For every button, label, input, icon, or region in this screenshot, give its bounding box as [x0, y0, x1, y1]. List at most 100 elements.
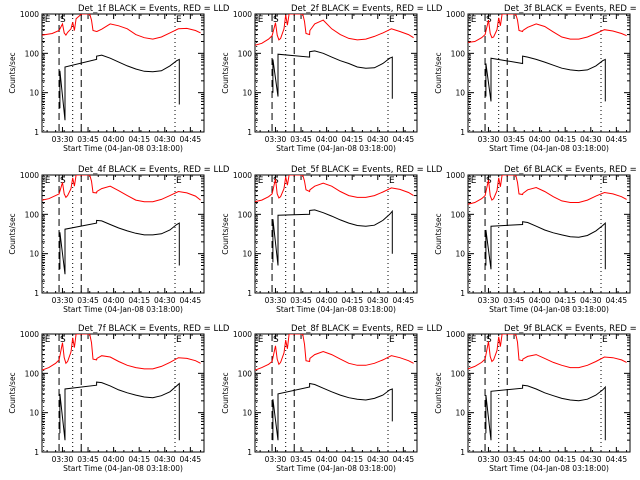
marker-flag-e: E: [389, 335, 395, 345]
events-series-line: [485, 384, 606, 441]
x-tick-label: 03:30: [52, 135, 74, 144]
plot-frame: [467, 333, 631, 453]
subplot-5: Det_5f BLACK = Events, RED = LLD 1 10 100 10…: [221, 165, 443, 314]
y-tick-label: 1: [460, 448, 465, 457]
marker-flag-s: S: [486, 335, 492, 345]
y-tick-label: 1: [460, 289, 465, 298]
x-tick-label: 04:45: [606, 135, 628, 144]
subplot-2: Det_2f BLACK = Events, RED = LLD 1 10 100 10…: [221, 4, 443, 153]
marker-flag-e: E: [258, 15, 264, 25]
y-tick-label: 10: [455, 409, 465, 418]
x-tick-label: 03:45: [77, 296, 99, 305]
subplot-title: Det_7f BLACK = Events, RED = LLD: [78, 324, 230, 334]
y-axis-label: Counts/sec: [8, 213, 17, 254]
lld-series-line: [42, 175, 201, 203]
x-tick-label: 04:00: [103, 296, 125, 305]
marker-flag-e: E: [176, 176, 182, 186]
events-series-line: [485, 221, 606, 270]
subplot-title: Det_6f BLACK = Events, RED = LLD: [504, 165, 640, 175]
y-tick-label: 1000: [446, 171, 465, 180]
subplot-1: Det_1f BLACK = Events, RED = LLD 1 10 100 10…: [8, 4, 230, 153]
y-axis-label: Counts/sec: [221, 52, 230, 93]
y-axis-label: Counts/sec: [434, 213, 443, 254]
x-tick-label: 03:45: [77, 455, 99, 464]
y-tick-label: 10: [29, 409, 39, 418]
subplot-title: Det_4f BLACK = Events, RED = LLD: [78, 165, 230, 175]
marker-flag-s: S: [273, 15, 279, 25]
y-tick-label: 10: [29, 89, 39, 98]
x-tick-label: 03:45: [503, 455, 525, 464]
x-tick-label: 04:00: [316, 135, 338, 144]
y-tick-label: 1000: [20, 330, 39, 339]
x-axis-label: Start Time (04-Jan-08 03:18:00): [489, 464, 609, 473]
x-tick-label: 04:15: [128, 455, 150, 464]
y-tick-label: 1: [34, 128, 39, 137]
x-tick-label: 04:00: [316, 455, 338, 464]
x-axis-label: Start Time (04-Jan-08 03:18:00): [63, 464, 183, 473]
x-axis-label: Start Time (04-Jan-08 03:18:00): [276, 305, 396, 314]
marker-flag-s: S: [273, 335, 279, 345]
y-tick-label: 1000: [20, 171, 39, 180]
events-series-line: [272, 382, 393, 441]
plot-frame: [41, 333, 205, 453]
x-tick-label: 04:30: [154, 296, 176, 305]
x-tick-label: 04:00: [529, 455, 551, 464]
y-tick-label: 10: [29, 250, 39, 259]
x-tick-label: 04:15: [128, 296, 150, 305]
x-tick-label: 04:15: [341, 296, 363, 305]
x-tick-label: 04:00: [316, 296, 338, 305]
y-tick-label: 100: [238, 49, 253, 58]
subplot-title: Det_8f BLACK = Events, RED = LLD: [291, 324, 443, 334]
x-tick-label: 04:30: [367, 135, 389, 144]
lld-series-line: [42, 334, 201, 371]
x-tick-label: 04:45: [606, 455, 628, 464]
x-tick-label: 03:30: [265, 135, 287, 144]
marker-flag-e: E: [45, 335, 51, 345]
y-tick-label: 1: [247, 128, 252, 137]
x-tick-label: 03:30: [265, 455, 287, 464]
x-tick-label: 04:15: [341, 455, 363, 464]
y-tick-label: 100: [238, 369, 253, 378]
x-tick-label: 03:30: [52, 455, 74, 464]
plot-frame: [254, 174, 418, 294]
marker-flag-s: S: [486, 15, 492, 25]
y-axis-label: Counts/sec: [221, 372, 230, 413]
x-axis-label: Start Time (04-Jan-08 03:18:00): [63, 305, 183, 314]
plot-frame: [254, 13, 418, 133]
subplot-4: Det_4f BLACK = Events, RED = LLD 1 10 100 10…: [8, 165, 230, 314]
x-tick-label: 03:45: [77, 135, 99, 144]
x-tick-label: 04:00: [103, 455, 125, 464]
y-tick-label: 10: [455, 89, 465, 98]
x-axis-label: Start Time (04-Jan-08 03:18:00): [489, 144, 609, 153]
x-tick-label: 04:30: [154, 135, 176, 144]
lld-series-line: [42, 14, 201, 40]
y-tick-label: 100: [238, 210, 253, 219]
plot-frame: [254, 333, 418, 453]
x-axis-label: Start Time (04-Jan-08 03:18:00): [276, 464, 396, 473]
x-tick-label: 04:45: [393, 135, 415, 144]
events-series-line: [59, 54, 180, 121]
subplot-title: Det_2f BLACK = Events, RED = LLD: [291, 4, 443, 14]
x-tick-label: 04:30: [367, 455, 389, 464]
plot-frame: [467, 174, 631, 294]
x-tick-label: 04:00: [529, 296, 551, 305]
x-tick-label: 04:45: [180, 296, 202, 305]
y-tick-label: 1000: [20, 10, 39, 19]
y-tick-label: 1000: [233, 330, 252, 339]
y-tick-label: 1: [34, 448, 39, 457]
marker-flag-s: S: [60, 335, 66, 345]
y-tick-label: 1000: [446, 10, 465, 19]
events-series-line: [59, 381, 180, 441]
x-tick-label: 04:30: [580, 135, 602, 144]
y-tick-label: 10: [242, 409, 252, 418]
x-tick-label: 04:15: [554, 455, 576, 464]
lld-series-line: [255, 175, 414, 203]
plot-frame: [467, 13, 631, 133]
y-tick-label: 1: [460, 128, 465, 137]
x-tick-label: 04:45: [606, 296, 628, 305]
marker-flag-e: E: [389, 176, 395, 186]
subplot-title: Det_9f BLACK = Events, RED = LLD: [504, 324, 640, 334]
x-tick-label: 03:30: [52, 296, 74, 305]
x-tick-label: 03:30: [478, 296, 500, 305]
